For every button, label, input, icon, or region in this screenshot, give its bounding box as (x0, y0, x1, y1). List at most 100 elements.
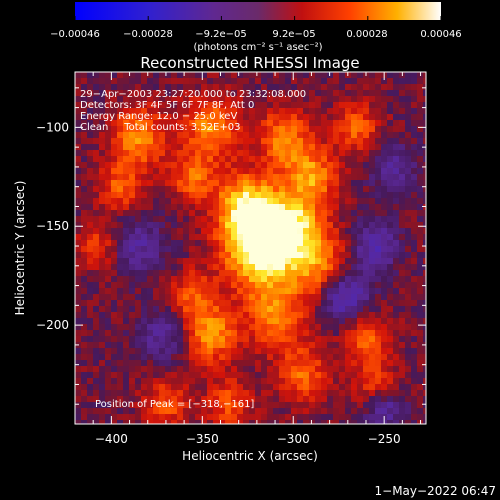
plot-frame (74, 71, 427, 425)
heatmap-cell (351, 138, 357, 144)
heatmap-cell (255, 234, 261, 240)
heatmap-cell (411, 366, 417, 372)
heatmap-cell (291, 162, 297, 168)
heatmap-cell (207, 216, 213, 222)
heatmap-cell (309, 132, 315, 138)
heatmap-cell (105, 384, 111, 390)
heatmap-cell (237, 72, 243, 78)
heatmap-cell (243, 168, 249, 174)
heatmap-cell (297, 78, 303, 84)
heatmap-cell (381, 84, 387, 90)
heatmap-cell (93, 420, 99, 424)
heatmap-cell (201, 312, 207, 318)
heatmap-cell (417, 156, 423, 162)
heatmap-cell (165, 216, 171, 222)
heatmap-cell (339, 414, 345, 420)
heatmap-cell (411, 336, 417, 342)
heatmap-cell (357, 336, 363, 342)
heatmap-cell (249, 108, 255, 114)
heatmap-cell (123, 222, 129, 228)
heatmap-cell (267, 234, 273, 240)
heatmap-cell (129, 348, 135, 354)
heatmap-cell (201, 156, 207, 162)
heatmap-cell (405, 396, 411, 402)
heatmap-cell (273, 252, 279, 258)
heatmap-cell (87, 294, 93, 300)
heatmap-cell (309, 354, 315, 360)
heatmap-cell (333, 336, 339, 342)
heatmap-cell (153, 138, 159, 144)
heatmap-cell (291, 240, 297, 246)
heatmap-cell (381, 270, 387, 276)
heatmap-cell (363, 402, 369, 408)
heatmap-cell (81, 180, 87, 186)
heatmap-cell (219, 144, 225, 150)
heatmap-cell (195, 210, 201, 216)
heatmap-cell (99, 78, 105, 84)
heatmap-cell (315, 270, 321, 276)
heatmap-cell (171, 258, 177, 264)
heatmap-cell (405, 300, 411, 306)
heatmap-cell (165, 210, 171, 216)
heatmap-cell (327, 138, 333, 144)
heatmap-cell (213, 264, 219, 270)
heatmap-cell (339, 228, 345, 234)
heatmap-cell (297, 144, 303, 150)
heatmap-cell (327, 342, 333, 348)
heatmap-cell (303, 402, 309, 408)
heatmap-cell (183, 102, 189, 108)
heatmap-cell (249, 132, 255, 138)
heatmap-cell (225, 228, 231, 234)
heatmap-cell (309, 402, 315, 408)
heatmap-cell (231, 414, 237, 420)
heatmap-cell (381, 360, 387, 366)
heatmap-cell (105, 258, 111, 264)
heatmap-cell (363, 162, 369, 168)
heatmap-cell (321, 390, 327, 396)
heatmap-cell (339, 420, 345, 424)
heatmap-cell (285, 84, 291, 90)
heatmap-cell (171, 114, 177, 120)
heatmap-cell (327, 102, 333, 108)
heatmap-cell (243, 72, 249, 78)
heatmap-cell (297, 390, 303, 396)
heatmap-cell (369, 186, 375, 192)
heatmap-cell (147, 72, 153, 78)
heatmap-cell (219, 162, 225, 168)
heatmap-cell (183, 204, 189, 210)
heatmap-cell (123, 126, 129, 132)
heatmap-cell (351, 90, 357, 96)
heatmap-cell (183, 138, 189, 144)
heatmap-cell (183, 366, 189, 372)
heatmap-cell (363, 330, 369, 336)
heatmap-cell (303, 384, 309, 390)
heatmap-cell (363, 378, 369, 384)
heatmap-cell (363, 324, 369, 330)
heatmap-cell (177, 378, 183, 384)
heatmap-cell (351, 96, 357, 102)
heatmap-cell (345, 354, 351, 360)
heatmap-cell (369, 96, 375, 102)
heatmap-cell (339, 252, 345, 258)
heatmap-cell (375, 294, 381, 300)
heatmap-cell (105, 414, 111, 420)
heatmap-cell (153, 228, 159, 234)
heatmap-cell (213, 384, 219, 390)
heatmap-cell (423, 294, 426, 300)
heatmap-cell (135, 336, 141, 342)
heatmap-cell (279, 270, 285, 276)
heatmap-cell (399, 414, 405, 420)
heatmap-cell (303, 120, 309, 126)
heatmap-cell (81, 96, 87, 102)
heatmap-cell (381, 168, 387, 174)
heatmap-cell (141, 318, 147, 324)
heatmap-cell (285, 258, 291, 264)
heatmap-cell (417, 252, 423, 258)
heatmap-cell (321, 132, 327, 138)
heatmap-cell (297, 216, 303, 222)
heatmap-cell (159, 108, 165, 114)
heatmap-cell (219, 120, 225, 126)
heatmap-cell (219, 360, 225, 366)
heatmap-cell (129, 144, 135, 150)
heatmap-cell (99, 192, 105, 198)
